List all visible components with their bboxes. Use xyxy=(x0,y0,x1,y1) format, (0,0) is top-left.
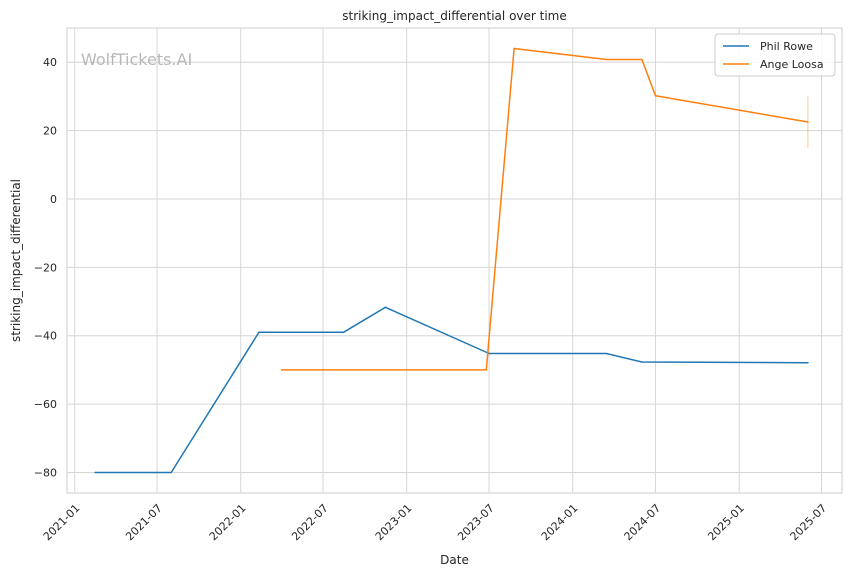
x-tick-label: 2022-01 xyxy=(207,502,249,544)
x-tick-label: 2025-01 xyxy=(705,502,747,544)
data-point xyxy=(641,58,643,61)
x-tick-label: 2021-07 xyxy=(123,502,165,544)
x-tick-label: 2022-07 xyxy=(289,502,331,544)
y-tick-label: −80 xyxy=(34,466,57,479)
data-point xyxy=(342,331,345,334)
x-tick-label: 2023-07 xyxy=(455,502,497,544)
y-tick-label: −40 xyxy=(34,330,57,343)
legend-box xyxy=(714,33,836,77)
x-axis-title: Date xyxy=(440,553,469,567)
data-point xyxy=(605,58,608,61)
x-tick-label: 2025-07 xyxy=(788,502,830,544)
y-tick-label: 20 xyxy=(43,125,57,138)
x-tick-label: 2024-07 xyxy=(622,502,664,544)
y-tick-label: −60 xyxy=(34,398,57,411)
legend-label: Phil Rowe xyxy=(760,40,813,53)
grid xyxy=(67,28,842,493)
y-tick-label: 0 xyxy=(50,193,57,206)
y-tick-label: 40 xyxy=(43,56,57,69)
series-layer xyxy=(94,47,809,474)
data-point xyxy=(641,361,643,363)
watermark: WolfTickets.AI xyxy=(81,50,192,69)
data-point xyxy=(384,306,387,309)
data-point xyxy=(488,352,490,355)
data-point xyxy=(258,331,260,334)
data-point xyxy=(485,369,488,371)
plot-area xyxy=(66,27,843,494)
y-axis: −80 −60 −40 −20 0 20 40 xyxy=(34,56,57,479)
legend-label: Ange Loosa xyxy=(760,58,824,71)
data-point xyxy=(654,94,657,97)
x-tick-label: 2024-01 xyxy=(539,502,581,544)
data-point xyxy=(94,471,96,474)
y-axis-title: striking_impact_differential xyxy=(9,179,23,342)
data-point xyxy=(170,471,172,474)
data-point xyxy=(807,121,809,123)
chart-title: striking_impact_differential over time xyxy=(342,9,567,23)
legend: Phil Rowe Ange Loosa xyxy=(714,33,836,77)
data-point xyxy=(605,352,608,355)
data-point xyxy=(807,361,809,364)
x-tick-label: 2023-01 xyxy=(373,502,415,544)
x-axis: 2021-01 2021-07 2022-01 2022-07 2023-01 2023-… xyxy=(41,502,829,544)
y-tick-label: −20 xyxy=(34,261,57,274)
data-point xyxy=(280,369,283,371)
data-point xyxy=(513,47,515,50)
x-tick-label: 2021-01 xyxy=(41,502,83,544)
